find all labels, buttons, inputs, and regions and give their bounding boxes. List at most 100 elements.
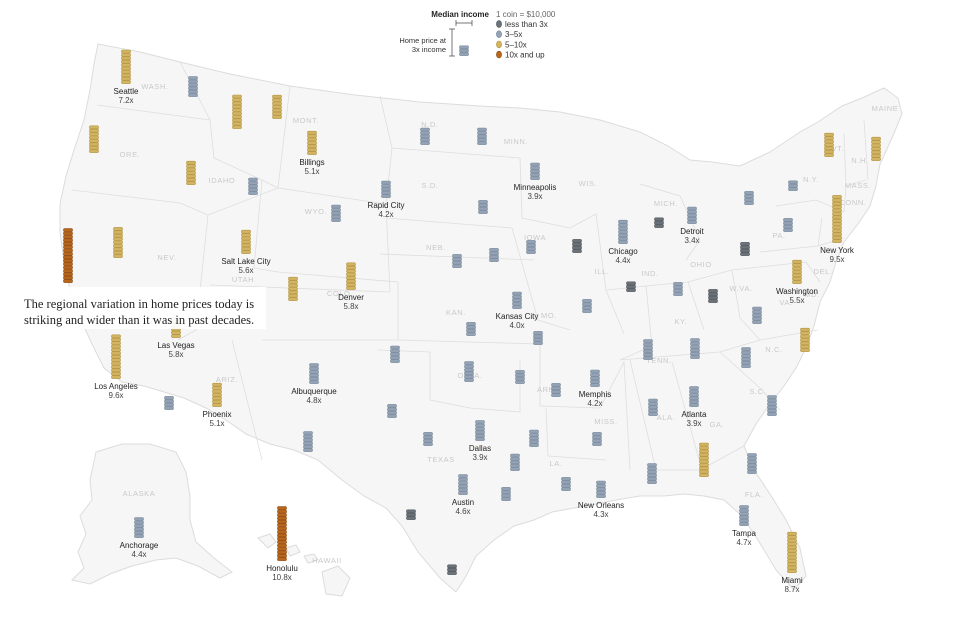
coin xyxy=(582,299,592,303)
coin-stack xyxy=(515,370,525,384)
city-ratio: 8.7x xyxy=(784,585,799,594)
coin xyxy=(452,260,462,265)
coin xyxy=(307,147,317,152)
coin xyxy=(113,237,123,241)
city-name: Seattle xyxy=(114,87,139,96)
coin xyxy=(647,470,657,474)
coin xyxy=(618,236,628,241)
coin-stack xyxy=(89,125,99,153)
coin xyxy=(466,332,476,336)
coin xyxy=(331,211,341,216)
coin xyxy=(212,393,222,397)
coin-stack xyxy=(113,227,123,258)
coin xyxy=(89,139,99,143)
coin-stack xyxy=(452,254,462,268)
coin xyxy=(186,171,196,175)
coin xyxy=(458,487,468,492)
coin xyxy=(690,341,700,346)
coin xyxy=(699,466,709,471)
coin xyxy=(134,517,144,521)
coin xyxy=(699,473,709,477)
legend-side-label-2: 3x income xyxy=(412,45,446,54)
coin xyxy=(475,427,485,431)
coin xyxy=(113,230,123,235)
state-label: ALASKA xyxy=(123,489,156,498)
coin xyxy=(689,386,699,390)
coin-stack xyxy=(788,180,798,191)
city-name: Phoenix xyxy=(203,410,232,419)
coin xyxy=(406,516,416,520)
city-name: New Orleans xyxy=(578,501,624,510)
state-label: MAINE xyxy=(872,104,899,113)
coin xyxy=(618,230,628,234)
coin xyxy=(654,220,664,225)
coin xyxy=(530,162,540,167)
coin xyxy=(592,438,602,443)
coin xyxy=(871,150,881,155)
coin xyxy=(787,542,797,546)
coin xyxy=(477,137,487,142)
coin xyxy=(89,135,99,140)
coin xyxy=(689,396,699,401)
coin xyxy=(232,98,242,102)
city-name: Kansas City xyxy=(496,312,539,321)
coin xyxy=(515,370,525,374)
coin xyxy=(832,201,842,206)
state-label: TENN. xyxy=(646,356,672,365)
coin xyxy=(739,508,749,513)
city-coin-stack xyxy=(134,517,144,538)
coin xyxy=(832,232,842,237)
coin xyxy=(111,368,121,373)
coin-stack xyxy=(747,453,757,474)
city-name: Chicago xyxy=(608,247,638,256)
coin xyxy=(277,543,287,548)
callout-text: The regional variation in home prices to… xyxy=(14,287,266,329)
coin xyxy=(452,257,462,262)
coin xyxy=(673,288,683,293)
coin-stack xyxy=(783,218,793,232)
coin xyxy=(277,557,287,561)
coin xyxy=(458,474,468,478)
city-name: New York xyxy=(820,246,855,255)
coin xyxy=(121,49,131,54)
coin xyxy=(212,396,222,401)
city-name: Detroit xyxy=(680,227,704,236)
coin xyxy=(699,469,709,474)
coin-stack xyxy=(533,331,543,345)
coin xyxy=(458,491,468,495)
coin xyxy=(530,166,540,170)
coin xyxy=(89,132,99,136)
coin-stack xyxy=(478,200,488,214)
coin xyxy=(590,379,600,384)
coin xyxy=(787,569,797,573)
coin xyxy=(423,432,433,436)
coin xyxy=(113,233,123,238)
coin xyxy=(288,283,298,288)
coin xyxy=(551,386,561,391)
coin xyxy=(232,108,242,112)
coin xyxy=(186,164,196,168)
coin xyxy=(164,396,174,400)
coin-stack xyxy=(824,132,834,157)
city-coin-stack xyxy=(787,531,797,573)
coin xyxy=(188,89,198,94)
coin xyxy=(690,355,700,359)
coin-stack xyxy=(331,204,341,222)
coin xyxy=(331,214,341,219)
state-label: N.C. xyxy=(765,345,782,354)
city-ratio: 9.6x xyxy=(108,391,123,400)
coin xyxy=(529,433,539,437)
coin xyxy=(390,352,400,357)
coin xyxy=(689,399,699,404)
coin xyxy=(464,378,474,382)
coin xyxy=(63,252,73,256)
coin xyxy=(464,364,474,369)
coin xyxy=(689,403,699,407)
state-label: IDAHO xyxy=(209,176,236,185)
coin-stack xyxy=(501,487,511,501)
coin xyxy=(478,203,488,208)
coin xyxy=(824,136,834,140)
coin xyxy=(303,431,313,435)
coin xyxy=(331,208,341,212)
city-ratio: 4.4x xyxy=(131,550,146,559)
